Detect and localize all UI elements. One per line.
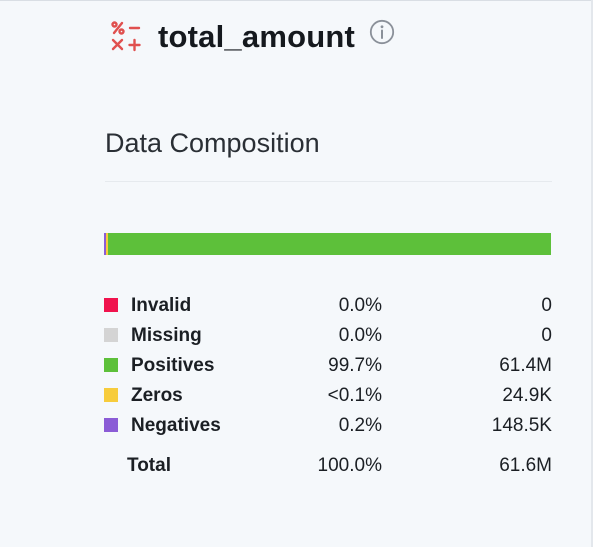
zeros-swatch [104,388,118,402]
legend-label: Invalid [131,295,192,316]
total-count: 61.6M [499,455,552,476]
legend-percent: 0.0% [338,325,382,346]
legend-row-negatives: Negatives 0.2% 148.5K [104,412,553,442]
composition-legend: Invalid 0.0% 0 Missing 0.0% 0 Positives … [104,292,553,482]
positives-swatch [104,358,118,372]
bar-segment-positives [108,233,551,255]
legend-percent: 0.2% [338,415,382,436]
legend-row-invalid: Invalid 0.0% 0 [104,292,553,322]
section-divider [105,181,552,182]
data-composition-title: Data Composition [105,128,320,158]
numeric-ops-icon [111,21,141,52]
missing-swatch [104,328,118,342]
total-label: Total [127,455,171,476]
legend-count: 148.5K [491,415,552,436]
legend-count: 0 [541,295,552,316]
legend-percent: 0.0% [338,295,382,316]
legend-row-total: Total 100.0% 61.6M [104,452,553,482]
invalid-swatch [104,298,118,312]
total-percent: 100.0% [317,455,382,476]
legend-percent: <0.1% [327,385,382,406]
negatives-swatch [104,418,118,432]
column-name-title: total_amount [158,18,356,54]
info-icon[interactable] [369,19,395,45]
legend-label: Missing [131,325,202,346]
bar-segment-zeros [106,233,108,255]
legend-count: 61.4M [499,355,552,376]
legend-row-missing: Missing 0.0% 0 [104,322,553,352]
legend-row-zeros: Zeros <0.1% 24.9K [104,382,553,412]
bar-segment-negatives [104,233,106,255]
column-header: total_amount [110,14,395,58]
legend-label: Negatives [131,415,221,436]
legend-label: Positives [131,355,215,376]
composition-bar [104,233,551,255]
legend-count: 24.9K [502,385,552,406]
legend-percent: 99.7% [328,355,382,376]
legend-label: Zeros [131,385,183,406]
panel-right-border [591,0,593,547]
legend-row-positives: Positives 99.7% 61.4M [104,352,553,382]
legend-count: 0 [541,325,552,346]
top-border [0,0,593,1]
